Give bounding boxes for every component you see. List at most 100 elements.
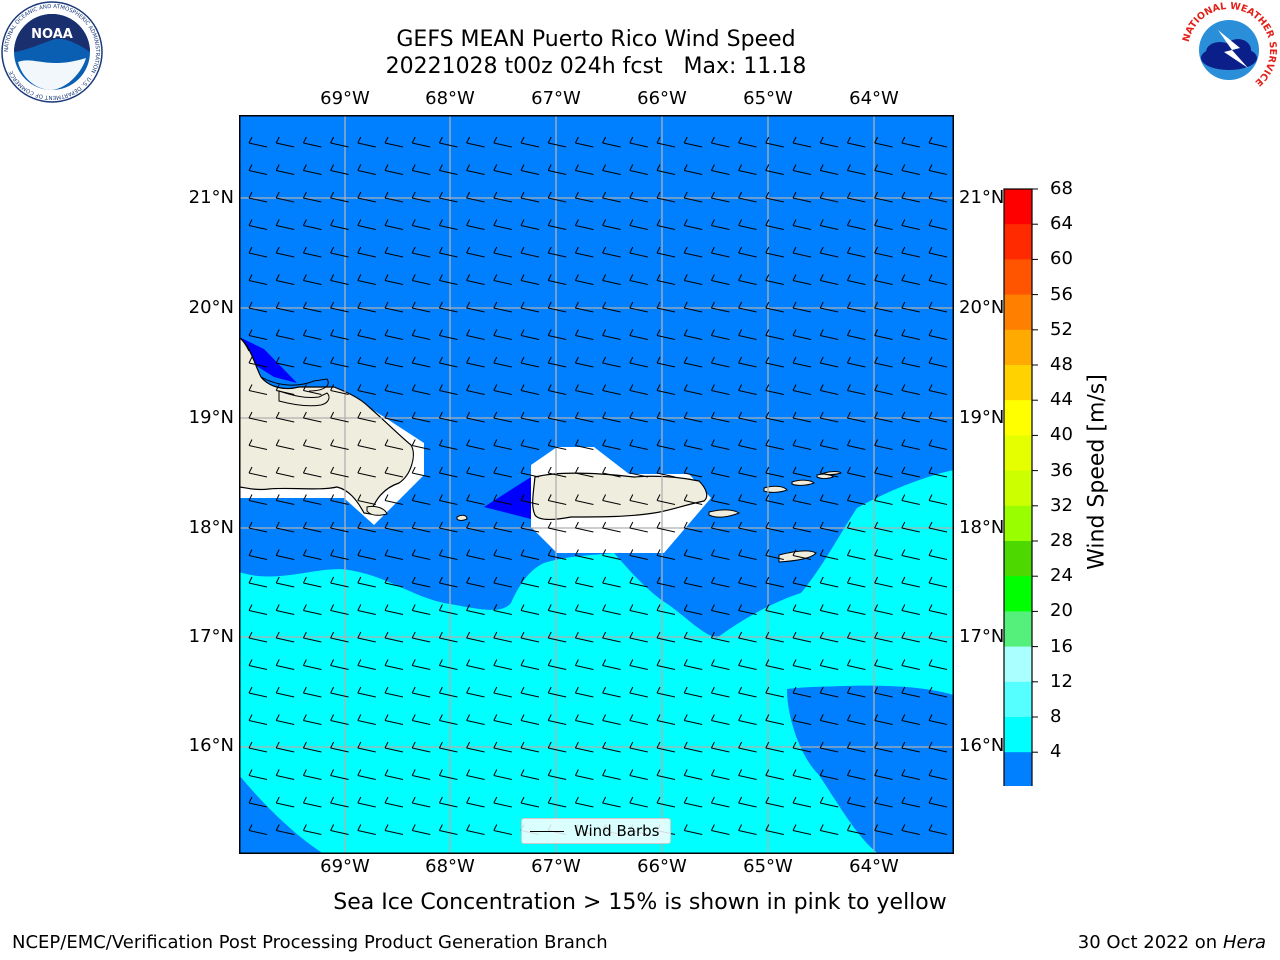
wind-barb (466, 301, 485, 313)
colorbar-segment (1004, 259, 1032, 296)
wind-barb (928, 219, 948, 230)
wind-barb (602, 384, 621, 395)
wind-barb (629, 191, 648, 203)
colorbar-label: Wind Speed [m/s] (1084, 374, 1110, 570)
wind-barb (520, 631, 540, 643)
wind-barb (248, 329, 268, 340)
wind-barb (520, 549, 540, 560)
wind-barb (248, 549, 268, 560)
ocean-0-4-patch-north (239, 337, 297, 383)
wind-barb (384, 246, 404, 258)
wind-barb (846, 604, 866, 615)
wind-barb (520, 274, 540, 285)
wind-barb (411, 686, 431, 698)
wind-barb (765, 741, 784, 753)
wind-barb (466, 191, 485, 203)
wind-barb (792, 769, 812, 780)
colorbar-tick-label: 12 (1050, 670, 1073, 692)
wind-barb (710, 384, 730, 395)
wind-barb (574, 521, 594, 533)
wind-barb (466, 439, 485, 450)
colorbar-tick-label: 60 (1050, 248, 1073, 270)
wind-barb (901, 411, 920, 423)
wind-barb (656, 631, 676, 643)
wind-barb (520, 659, 540, 670)
wind-barb (738, 191, 757, 203)
wind-barb (248, 466, 268, 478)
wind-barb (846, 494, 866, 505)
wind-barb (738, 329, 757, 340)
wind-barb (547, 301, 567, 313)
wind-barb (275, 329, 295, 340)
wind-barb (738, 796, 757, 808)
bottom-longitude-label: 64°W (849, 856, 899, 877)
colorbar-segment (1004, 541, 1032, 577)
wind-barb (493, 631, 512, 643)
wind-barb (928, 246, 948, 258)
wind-barb (357, 164, 376, 175)
wind-barb (846, 219, 866, 230)
wind-barb (738, 686, 757, 698)
wind-barb (411, 136, 431, 148)
wind-barb (547, 521, 567, 533)
wind-barb (547, 191, 567, 203)
wind-barb (765, 686, 784, 698)
wind-barb (466, 714, 485, 725)
wind-barb (683, 604, 703, 615)
wind-barb (275, 686, 295, 698)
wind-barb (330, 521, 349, 533)
wind-barb (656, 604, 676, 615)
wind-barb (738, 219, 757, 230)
wind-barb (357, 219, 376, 230)
wind-barb (493, 824, 512, 835)
wind-barb (438, 246, 458, 258)
wind-barb (683, 741, 703, 753)
wind-barb (738, 136, 757, 148)
wind-barb (248, 494, 268, 505)
wind-barb (438, 824, 458, 835)
wind-barb (574, 219, 594, 230)
wind-barb (602, 301, 621, 313)
wind-barb (520, 439, 540, 450)
wind-barb (248, 686, 268, 698)
wind-barb (629, 796, 648, 808)
wind-barb (330, 384, 349, 395)
ocean-8-12-zone (239, 470, 954, 854)
wind-barb (928, 796, 948, 808)
wind-barb (629, 686, 648, 698)
left-latitude-label: 17°N (188, 626, 234, 647)
wind-barb (302, 191, 322, 203)
wind-barb (874, 466, 893, 478)
wind-barb (765, 576, 784, 588)
wind-barb (683, 631, 703, 643)
wind-barb (330, 824, 349, 835)
wind-barb (547, 356, 567, 368)
wind-barb (411, 219, 431, 230)
wind-barb (683, 274, 703, 285)
wind-barb (846, 466, 866, 478)
wind-barb (765, 494, 784, 505)
wind-barb (330, 686, 349, 698)
wind-barb (629, 604, 648, 615)
wind-barb (520, 164, 540, 175)
wind-barb (819, 191, 839, 203)
right-latitude-label: 20°N (959, 297, 1005, 318)
wind-barb (928, 659, 948, 670)
wind-barb (493, 466, 512, 478)
wind-barb (547, 604, 567, 615)
wind-barb (738, 301, 757, 313)
colorbar-tick-label: 64 (1050, 213, 1073, 235)
wind-barb (928, 274, 948, 285)
wind-barb (874, 631, 893, 643)
wind-barb (819, 686, 839, 698)
wind-barb (656, 246, 676, 258)
wind-barb (901, 576, 920, 588)
wind-barb (602, 466, 621, 478)
wind-barb (874, 549, 893, 560)
wind-barb (384, 686, 404, 698)
wind-barb (819, 741, 839, 753)
wind-barb (493, 384, 512, 395)
wind-barb (520, 466, 540, 478)
wind-barb (846, 769, 866, 780)
wind-barb (248, 521, 268, 533)
